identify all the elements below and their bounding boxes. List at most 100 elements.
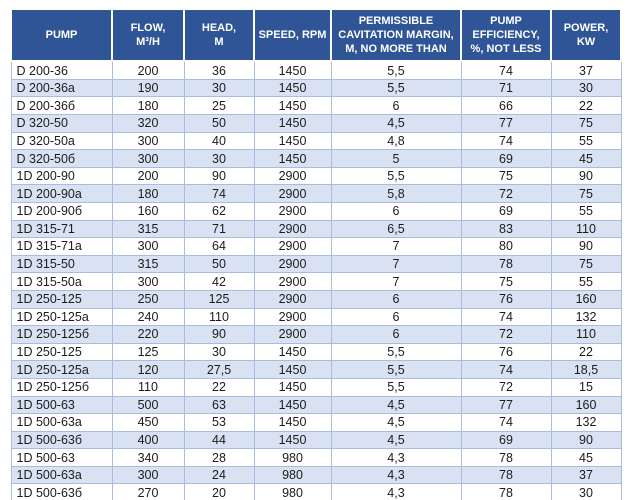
header-cell: FLOW, M³/H bbox=[111, 7, 185, 63]
table-row: D 200-36a 190 30 1450 5,5 71 30 bbox=[10, 78, 622, 98]
table-row: 1D 250-125a 120 27,5 1450 5,5 74 18,5 bbox=[10, 360, 622, 379]
table-row: 1D 315-50a 300 42 2900 7 75 55 bbox=[10, 272, 622, 291]
value-cell: 110 bbox=[111, 377, 185, 397]
value-cell: 5,5 bbox=[330, 360, 462, 379]
value-cell: 160 bbox=[550, 289, 622, 309]
value-cell: 74 bbox=[460, 307, 552, 327]
value-cell: 340 bbox=[111, 448, 185, 467]
value-cell: 2900 bbox=[253, 237, 332, 256]
value-cell: 120 bbox=[111, 360, 185, 379]
value-cell: 75 bbox=[460, 166, 552, 186]
value-cell: 160 bbox=[111, 201, 185, 221]
value-cell: 6,5 bbox=[330, 219, 462, 239]
value-cell: 2900 bbox=[253, 219, 332, 239]
table-row: 1D 315-50 315 50 2900 7 78 75 bbox=[10, 254, 622, 274]
value-cell: 1450 bbox=[253, 430, 332, 450]
value-cell: 4,5 bbox=[330, 430, 462, 450]
value-cell: 53 bbox=[183, 413, 255, 432]
value-cell: 2900 bbox=[253, 201, 332, 221]
value-cell: 400 bbox=[111, 430, 185, 450]
value-cell: 2900 bbox=[253, 272, 332, 291]
table-header: PUMP FLOW, M³/H HEAD, M SPEED, RPM PERMISSIB… bbox=[10, 7, 622, 63]
table-row: 1D 250-125б 110 22 1450 5,5 72 15 bbox=[10, 377, 622, 397]
value-cell: 66 bbox=[460, 96, 552, 116]
value-cell: 132 bbox=[550, 413, 622, 432]
value-cell: 69 bbox=[460, 149, 552, 168]
pump-name-cell: 1D 500-63б bbox=[10, 483, 113, 500]
value-cell: 4,5 bbox=[330, 114, 462, 133]
value-cell: 1450 bbox=[253, 60, 332, 80]
pump-name-cell: 1D 315-71a bbox=[10, 237, 113, 256]
value-cell: 1450 bbox=[253, 342, 332, 362]
value-cell: 20 bbox=[183, 483, 255, 500]
value-cell: 300 bbox=[111, 131, 185, 151]
value-cell: 45 bbox=[550, 448, 622, 467]
value-cell: 5,5 bbox=[330, 166, 462, 186]
value-cell: 1450 bbox=[253, 377, 332, 397]
value-cell: 69 bbox=[460, 201, 552, 221]
value-cell: 30 bbox=[183, 78, 255, 98]
value-cell: 44 bbox=[183, 430, 255, 450]
value-cell: 83 bbox=[460, 219, 552, 239]
value-cell: 110 bbox=[550, 219, 622, 239]
header-row: PUMP FLOW, M³/H HEAD, M SPEED, RPM PERMISSIB… bbox=[10, 7, 622, 63]
value-cell: 1450 bbox=[253, 96, 332, 116]
table-row: 1D 250-125a 240 110 2900 6 74 132 bbox=[10, 307, 622, 327]
value-cell: 90 bbox=[183, 325, 255, 344]
value-cell: 1450 bbox=[253, 78, 332, 98]
table-row: 1D 250-125б 220 90 2900 6 72 110 bbox=[10, 325, 622, 344]
pump-name-cell: D 320-50б bbox=[10, 149, 113, 168]
value-cell: 5,5 bbox=[330, 377, 462, 397]
table-row: 1D 200-90б 160 62 2900 6 69 55 bbox=[10, 201, 622, 221]
value-cell: 71 bbox=[183, 219, 255, 239]
pump-name-cell: 1D 250-125б bbox=[10, 325, 113, 344]
pump-name-cell: 1D 250-125a bbox=[10, 360, 113, 379]
value-cell: 76 bbox=[460, 289, 552, 309]
value-cell: 75 bbox=[550, 184, 622, 203]
value-cell: 5,5 bbox=[330, 342, 462, 362]
value-cell: 980 bbox=[253, 483, 332, 500]
value-cell: 90 bbox=[550, 430, 622, 450]
value-cell: 200 bbox=[111, 60, 185, 80]
value-cell: 62 bbox=[183, 201, 255, 221]
value-cell: 980 bbox=[253, 465, 332, 485]
value-cell: 72 bbox=[460, 377, 552, 397]
value-cell: 24 bbox=[183, 465, 255, 485]
value-cell: 74 bbox=[183, 184, 255, 203]
header-cell: POWER, KW bbox=[550, 7, 622, 63]
table-row: D 200-36 200 36 1450 5,5 74 37 bbox=[10, 60, 622, 80]
table-row: 1D 500-63 500 63 1450 4,5 77 160 bbox=[10, 395, 622, 415]
value-cell: 315 bbox=[111, 219, 185, 239]
pump-name-cell: 1D 500-63a bbox=[10, 465, 113, 485]
value-cell: 78 bbox=[460, 483, 552, 500]
value-cell: 300 bbox=[111, 272, 185, 291]
value-cell: 78 bbox=[460, 254, 552, 274]
header-cell: PUMP EFFICIENCY, %, NOT LESS bbox=[460, 7, 552, 63]
table-row: 1D 500-63б 400 44 1450 4,5 69 90 bbox=[10, 430, 622, 450]
value-cell: 72 bbox=[460, 325, 552, 344]
value-cell: 71 bbox=[460, 78, 552, 98]
value-cell: 77 bbox=[460, 114, 552, 133]
header-cell: PUMP bbox=[10, 7, 113, 63]
value-cell: 270 bbox=[111, 483, 185, 500]
value-cell: 7 bbox=[330, 254, 462, 274]
pump-name-cell: D 200-36a bbox=[10, 78, 113, 98]
value-cell: 160 bbox=[550, 395, 622, 415]
value-cell: 30 bbox=[183, 149, 255, 168]
value-cell: 25 bbox=[183, 96, 255, 116]
table-row: 1D 500-63 340 28 980 4,3 78 45 bbox=[10, 448, 622, 467]
value-cell: 50 bbox=[183, 254, 255, 274]
value-cell: 55 bbox=[550, 272, 622, 291]
value-cell: 2900 bbox=[253, 325, 332, 344]
value-cell: 22 bbox=[550, 96, 622, 116]
pump-name-cell: 1D 500-63б bbox=[10, 430, 113, 450]
value-cell: 110 bbox=[550, 325, 622, 344]
value-cell: 78 bbox=[460, 465, 552, 485]
value-cell: 220 bbox=[111, 325, 185, 344]
pump-name-cell: 1D 250-125б bbox=[10, 377, 113, 397]
value-cell: 180 bbox=[111, 96, 185, 116]
table-row: 1D 500-63a 300 24 980 4,3 78 37 bbox=[10, 465, 622, 485]
pump-name-cell: D 200-36 bbox=[10, 60, 113, 80]
value-cell: 74 bbox=[460, 60, 552, 80]
value-cell: 1450 bbox=[253, 395, 332, 415]
